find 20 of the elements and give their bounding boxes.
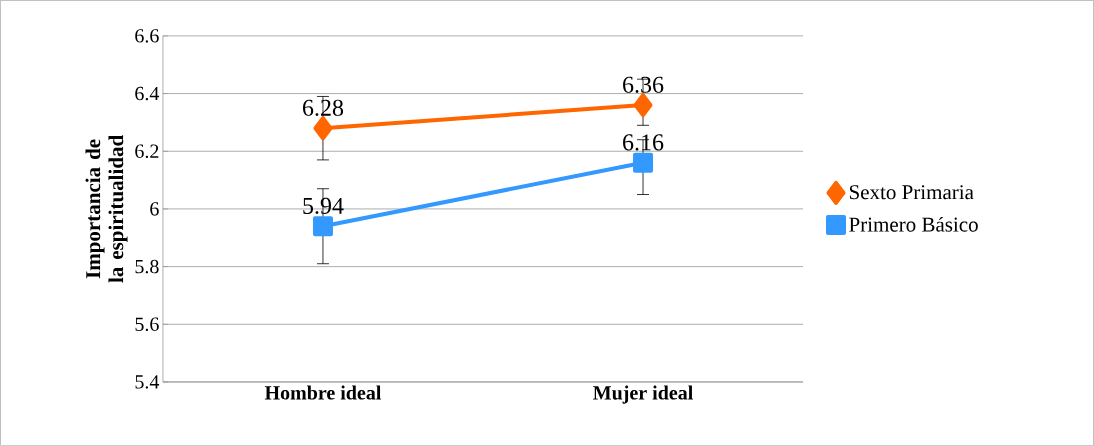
legend-label: Primero Básico [849, 216, 978, 232]
y-tick-label: 5.8 [135, 259, 159, 274]
data-label: 6.16 [623, 134, 664, 151]
point [312, 216, 333, 237]
y-axis-title: Importancia de la espiritualidad [85, 135, 128, 283]
data-label: 5.94 [303, 197, 344, 215]
y-tick-label: 6.4 [135, 86, 160, 101]
point [633, 152, 654, 173]
y-tick-label: 6 [150, 202, 159, 216]
y-tick-label: 5.4 [135, 375, 160, 389]
point [633, 93, 653, 118]
point [313, 116, 333, 141]
legend-label: Sexto Primaria [849, 185, 974, 200]
y-tick-label: 6.2 [135, 144, 159, 159]
x-tick-label: Mujer ideal [593, 385, 693, 404]
data-label: 6.28 [303, 99, 344, 117]
data-label: 6.36 [623, 76, 664, 93]
y-tick-label: 5.6 [135, 317, 159, 332]
x-tick-label: Hombre ideal [264, 385, 382, 400]
y-tick-label: 6.6 [135, 29, 159, 43]
